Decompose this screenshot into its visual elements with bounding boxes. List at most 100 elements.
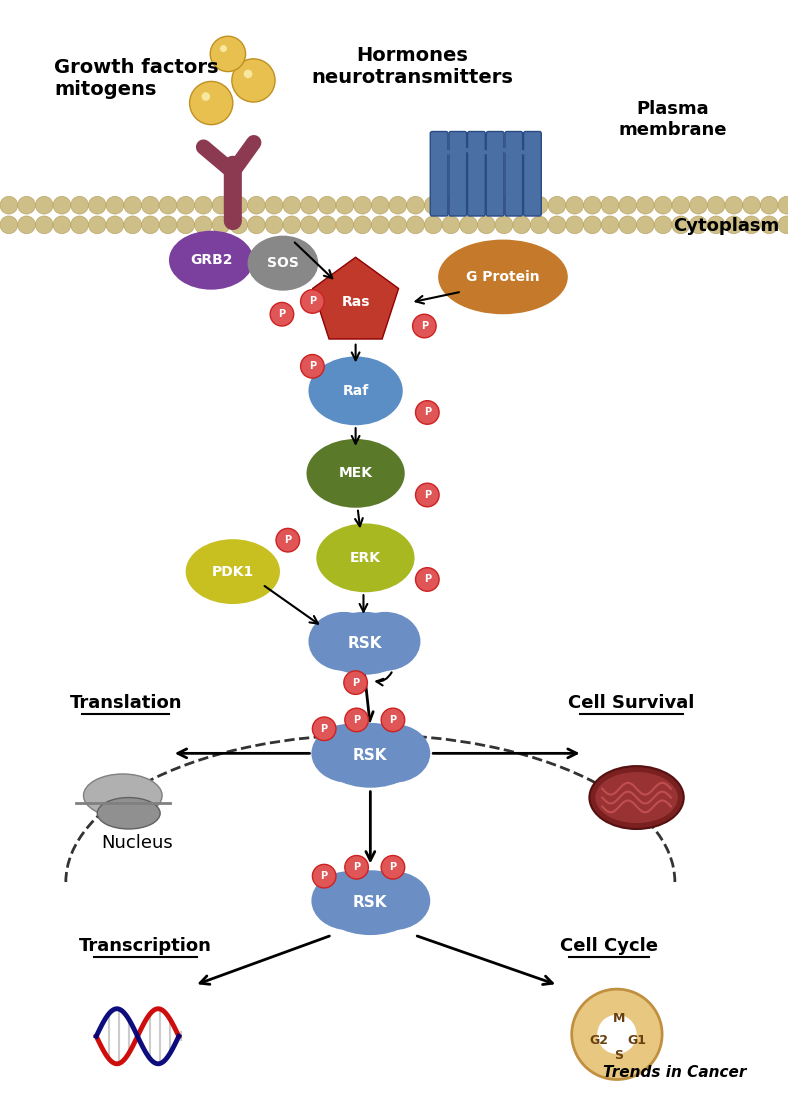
Circle shape: [248, 197, 265, 215]
Circle shape: [707, 216, 725, 233]
Circle shape: [778, 197, 796, 215]
Circle shape: [176, 216, 195, 233]
FancyBboxPatch shape: [524, 132, 541, 216]
Circle shape: [477, 197, 495, 215]
Circle shape: [371, 216, 389, 233]
Circle shape: [690, 197, 707, 215]
Circle shape: [424, 216, 442, 233]
Circle shape: [318, 197, 336, 215]
Circle shape: [407, 197, 424, 215]
FancyBboxPatch shape: [468, 132, 485, 216]
Circle shape: [345, 856, 368, 879]
Circle shape: [35, 216, 53, 233]
Circle shape: [230, 197, 248, 215]
Ellipse shape: [355, 871, 430, 931]
Circle shape: [141, 216, 159, 233]
Circle shape: [124, 197, 141, 215]
Ellipse shape: [248, 235, 318, 290]
Circle shape: [354, 197, 371, 215]
Circle shape: [672, 197, 690, 215]
FancyBboxPatch shape: [486, 132, 504, 216]
Polygon shape: [313, 257, 399, 339]
Circle shape: [460, 197, 477, 215]
Circle shape: [301, 354, 324, 378]
Circle shape: [389, 197, 407, 215]
Circle shape: [18, 197, 35, 215]
Ellipse shape: [350, 612, 420, 671]
Circle shape: [301, 216, 318, 233]
Text: P: P: [353, 715, 360, 725]
Circle shape: [495, 197, 512, 215]
FancyBboxPatch shape: [430, 132, 448, 216]
Circle shape: [602, 216, 619, 233]
Ellipse shape: [355, 724, 430, 783]
Circle shape: [230, 216, 248, 233]
Text: Cell Cycle: Cell Cycle: [560, 937, 658, 955]
Text: P: P: [423, 574, 431, 584]
FancyArrowPatch shape: [204, 147, 231, 170]
Text: P: P: [352, 678, 359, 688]
Circle shape: [301, 289, 324, 314]
Ellipse shape: [169, 231, 253, 289]
Text: SOS: SOS: [267, 256, 299, 271]
Ellipse shape: [438, 240, 568, 315]
Circle shape: [415, 400, 439, 425]
Circle shape: [124, 216, 141, 233]
Circle shape: [276, 528, 300, 552]
Text: G Protein: G Protein: [466, 270, 540, 284]
Text: GRB2: GRB2: [190, 253, 233, 267]
Text: P: P: [321, 871, 328, 881]
Ellipse shape: [311, 724, 386, 783]
Text: G1: G1: [627, 1034, 646, 1047]
Circle shape: [53, 216, 71, 233]
Circle shape: [495, 216, 512, 233]
Text: S: S: [614, 1049, 623, 1063]
Circle shape: [707, 197, 725, 215]
Circle shape: [159, 216, 176, 233]
Circle shape: [743, 197, 760, 215]
Circle shape: [176, 197, 195, 215]
Circle shape: [283, 197, 301, 215]
Circle shape: [106, 216, 124, 233]
Circle shape: [381, 708, 405, 732]
Text: P: P: [309, 361, 316, 372]
Circle shape: [195, 216, 213, 233]
Circle shape: [0, 197, 18, 215]
Circle shape: [313, 865, 336, 888]
Circle shape: [654, 216, 672, 233]
Circle shape: [283, 216, 301, 233]
Text: P: P: [423, 490, 431, 500]
Circle shape: [602, 197, 619, 215]
Circle shape: [318, 216, 336, 233]
Circle shape: [512, 216, 530, 233]
Circle shape: [195, 197, 213, 215]
Ellipse shape: [232, 58, 275, 102]
Circle shape: [344, 671, 367, 694]
Circle shape: [530, 216, 548, 233]
Circle shape: [371, 197, 389, 215]
Circle shape: [18, 216, 35, 233]
Circle shape: [213, 197, 230, 215]
Circle shape: [345, 708, 368, 732]
Text: P: P: [353, 862, 360, 872]
Ellipse shape: [311, 871, 386, 931]
Text: Plasma
membrane: Plasma membrane: [618, 100, 727, 139]
Circle shape: [412, 315, 436, 338]
Ellipse shape: [319, 723, 421, 788]
Ellipse shape: [189, 81, 233, 124]
Circle shape: [512, 197, 530, 215]
Circle shape: [672, 216, 690, 233]
Circle shape: [548, 197, 566, 215]
Circle shape: [0, 216, 18, 233]
Text: P: P: [309, 297, 316, 307]
Circle shape: [336, 216, 354, 233]
Ellipse shape: [186, 539, 280, 604]
Circle shape: [106, 197, 124, 215]
FancyBboxPatch shape: [449, 132, 467, 216]
Text: G2: G2: [589, 1034, 609, 1047]
Circle shape: [530, 197, 548, 215]
Ellipse shape: [316, 524, 415, 592]
Text: Translation: Translation: [70, 694, 182, 712]
Circle shape: [566, 216, 584, 233]
Text: Cell Survival: Cell Survival: [569, 694, 695, 712]
